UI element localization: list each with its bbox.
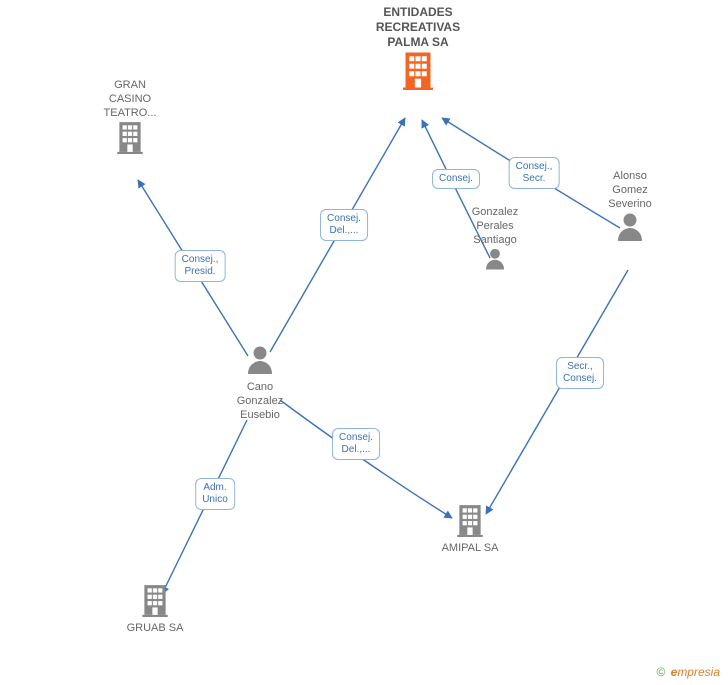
edge-label-cano-gruab: Adm. Unico bbox=[195, 478, 235, 510]
node-gruab[interactable]: GRUAB SA bbox=[95, 583, 215, 636]
edge-alonso-amipal bbox=[486, 270, 628, 514]
footer-branding: © empresia bbox=[656, 665, 720, 679]
building-icon bbox=[113, 120, 147, 159]
building-icon bbox=[398, 50, 438, 95]
brand-rest: mpresia bbox=[677, 665, 720, 679]
edge-label-cano-entidades: Consej. Del.,... bbox=[320, 209, 368, 241]
node-label: GRUAB SA bbox=[95, 622, 215, 636]
edge-label-gonzalez_perales-entidades: Consej. bbox=[432, 169, 480, 189]
edge-label-cano-amipal: Consej. Del.,... bbox=[332, 428, 380, 460]
node-label: Cano Gonzalez Eusebio bbox=[200, 381, 320, 422]
node-label: Gonzalez Perales Santiago bbox=[435, 206, 555, 247]
edge-label-cano-gran_casino: Consej., Presid. bbox=[175, 250, 226, 282]
person-icon bbox=[483, 247, 507, 276]
building-icon bbox=[138, 583, 172, 622]
node-cano[interactable]: Cano Gonzalez Eusebio bbox=[200, 344, 320, 422]
node-label: AMIPAL SA bbox=[410, 542, 530, 556]
edge-label-alonso-entidades: Consej., Secr. bbox=[509, 157, 560, 189]
node-label: Alonso Gomez Severino bbox=[570, 170, 690, 211]
node-gran_casino[interactable]: GRAN CASINO TEATRO... bbox=[70, 79, 190, 159]
person-icon bbox=[244, 344, 276, 381]
node-amipal[interactable]: AMIPAL SA bbox=[410, 503, 530, 556]
node-alonso[interactable]: Alonso Gomez Severino bbox=[570, 170, 690, 248]
person-icon bbox=[614, 211, 646, 248]
building-icon bbox=[453, 503, 487, 542]
node-label: ENTIDADES RECREATIVAS PALMA SA bbox=[358, 5, 478, 50]
edge-label-alonso-amipal: Secr., Consej. bbox=[556, 357, 604, 389]
copyright-symbol: © bbox=[656, 665, 665, 679]
node-entidades[interactable]: ENTIDADES RECREATIVAS PALMA SA bbox=[358, 5, 478, 95]
node-label: GRAN CASINO TEATRO... bbox=[70, 79, 190, 120]
node-gonzalez_perales[interactable]: Gonzalez Perales Santiago bbox=[435, 206, 555, 276]
